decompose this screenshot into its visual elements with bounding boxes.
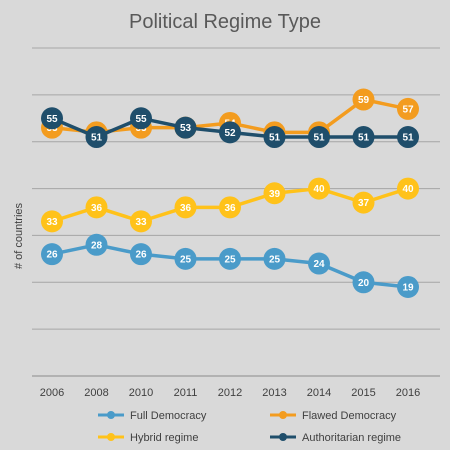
data-label: 28 [91,240,103,251]
data-point [41,210,63,233]
data-point [352,271,375,294]
data-point [397,126,419,149]
data-label: 37 [358,198,370,209]
data-label: 36 [224,203,236,214]
legend-swatch-marker [279,411,287,419]
data-point [41,243,63,266]
data-point [219,121,241,144]
data-label: 20 [358,278,370,289]
data-point [174,196,197,219]
legend: Full Democracy Flawed Democracy Hybrid reg… [98,410,401,444]
data-point [352,88,375,111]
data-point [308,177,330,200]
data-point [130,210,152,233]
x-tick-label: 2006 [40,387,64,399]
data-point [352,126,375,149]
data-label: 59 [358,95,370,106]
data-point [85,233,108,256]
series: 55 51 55 53 52 51 51 51 51 [41,107,419,149]
x-tick-label: 2008 [84,387,108,399]
data-label: 51 [269,133,281,144]
data-label: 53 [180,123,192,134]
data-point [352,191,375,214]
data-label: 36 [180,203,192,214]
legend-label: Authoritarian regime [302,432,401,444]
data-point [130,107,152,130]
legend-item: Hybrid regime [98,432,198,444]
x-tick-label: 2012 [218,387,242,399]
series: 33 36 33 36 36 39 40 37 40 [41,177,419,233]
series: 26 28 26 25 25 25 24 20 19 [41,233,419,298]
x-tick-label: 2014 [307,387,331,399]
data-label: 51 [402,133,414,144]
data-point [263,182,286,205]
data-label: 25 [269,254,281,265]
x-tick-label: 2015 [351,387,375,399]
data-label: 55 [46,114,58,125]
x-tick-label: 2010 [129,387,153,399]
data-label: 36 [91,203,103,214]
data-label: 24 [313,259,325,270]
data-label: 57 [402,104,414,115]
legend-item: Authoritarian regime [270,432,401,444]
data-point [130,243,152,266]
data-label: 33 [135,217,147,228]
data-point [308,252,330,275]
data-point [174,247,197,270]
data-point [85,126,108,149]
data-label: 51 [91,133,103,144]
data-label: 26 [135,250,147,261]
data-point [397,97,419,120]
data-label: 51 [313,133,325,144]
data-label: 40 [402,184,414,195]
legend-swatch-marker [107,433,115,441]
data-label: 33 [46,217,58,228]
data-point [397,177,419,200]
x-tick-label: 2011 [174,387,198,399]
data-point [41,107,63,130]
data-point [308,126,330,149]
data-point [85,196,108,219]
data-point [219,196,241,219]
data-label: 19 [402,282,414,293]
chart-title: Political Regime Type [129,11,321,33]
data-label: 25 [224,254,236,265]
data-label: 51 [358,133,370,144]
legend-swatch-marker [279,433,287,441]
data-label: 26 [46,250,58,261]
legend-label: Hybrid regime [130,432,198,444]
x-tick-label: 2016 [396,387,420,399]
legend-swatch-marker [107,411,115,419]
legend-item: Flawed Democracy [270,410,397,422]
data-point [263,126,286,149]
x-axis-ticks: 2006 2008 2010 2011 2012 2013 2014 2015 2016 [40,387,420,399]
data-point [397,275,419,298]
legend-label: Flawed Democracy [302,410,397,422]
data-point [263,247,286,270]
data-label: 40 [313,184,325,195]
x-tick-label: 2013 [262,387,286,399]
legend-item: Full Democracy [98,410,207,422]
y-axis-label: # of countries [13,202,25,269]
data-label: 25 [180,254,192,265]
data-label: 55 [135,114,147,125]
data-point [219,247,241,270]
data-label: 39 [269,189,281,200]
data-label: 52 [224,128,236,139]
data-point [174,116,197,139]
legend-label: Full Democracy [130,410,207,422]
series-group: 2628262525252420195352535354525259573336… [41,88,419,298]
